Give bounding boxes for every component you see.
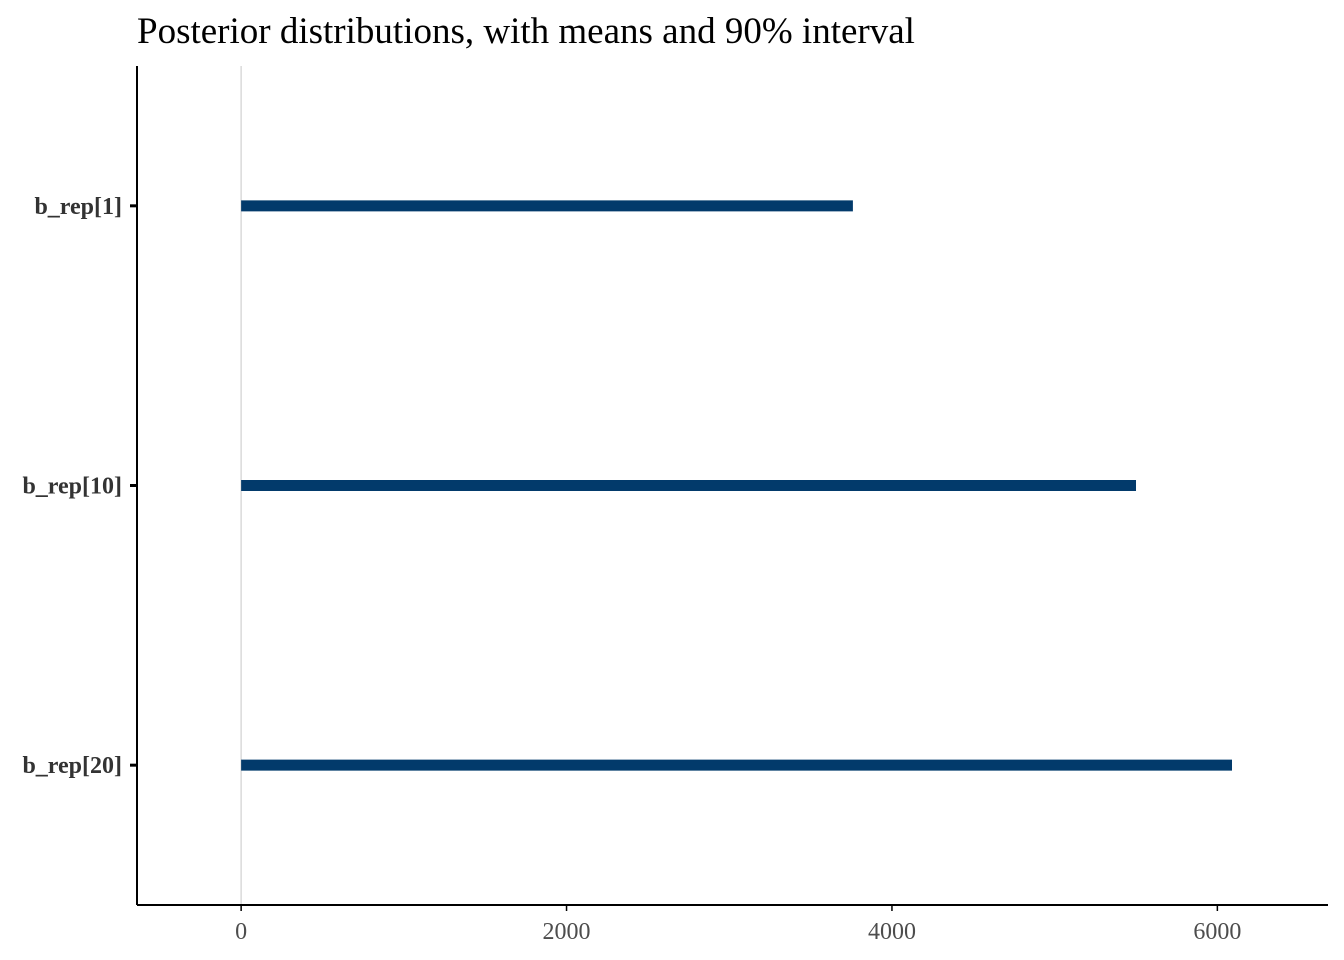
y-tick-label: b_rep[1] xyxy=(34,194,122,220)
x-axis-ticks: 0 2000 4000 6000 xyxy=(235,905,1241,945)
y-tick-label: b_rep[20] xyxy=(22,753,122,779)
interval-bars-layer xyxy=(241,200,1233,771)
x-tick-label: 4000 xyxy=(868,919,916,945)
x-tick-label: 6000 xyxy=(1193,919,1241,945)
y-axis-ticks: b_rep[1] b_rep[10] b_rep[20] xyxy=(22,194,137,779)
x-tick-label: 2000 xyxy=(543,919,591,945)
chart-title: Posterior distributions, with means and … xyxy=(137,11,915,52)
y-tick-label: b_rep[10] xyxy=(22,474,122,500)
x-tick-label: 0 xyxy=(235,919,247,945)
